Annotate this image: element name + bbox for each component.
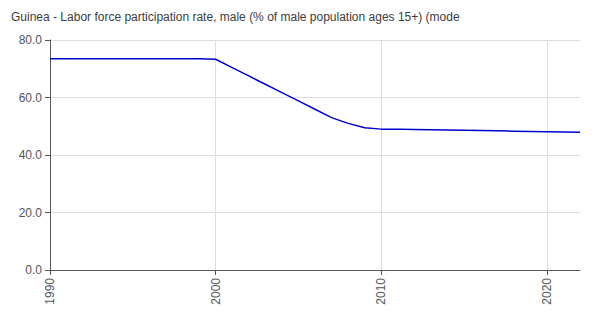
svg-text:1990: 1990 [43, 278, 57, 305]
svg-text:Guinea - Labor force participa: Guinea - Labor force participation rate,… [11, 10, 460, 24]
svg-text:2010: 2010 [374, 278, 388, 305]
svg-text:60.0: 60.0 [19, 91, 43, 105]
svg-text:80.0: 80.0 [19, 33, 43, 47]
svg-text:2020: 2020 [540, 278, 554, 305]
svg-text:2000: 2000 [209, 278, 223, 305]
svg-text:20.0: 20.0 [19, 206, 43, 220]
svg-text:40.0: 40.0 [19, 148, 43, 162]
svg-text:0.0: 0.0 [25, 263, 42, 277]
